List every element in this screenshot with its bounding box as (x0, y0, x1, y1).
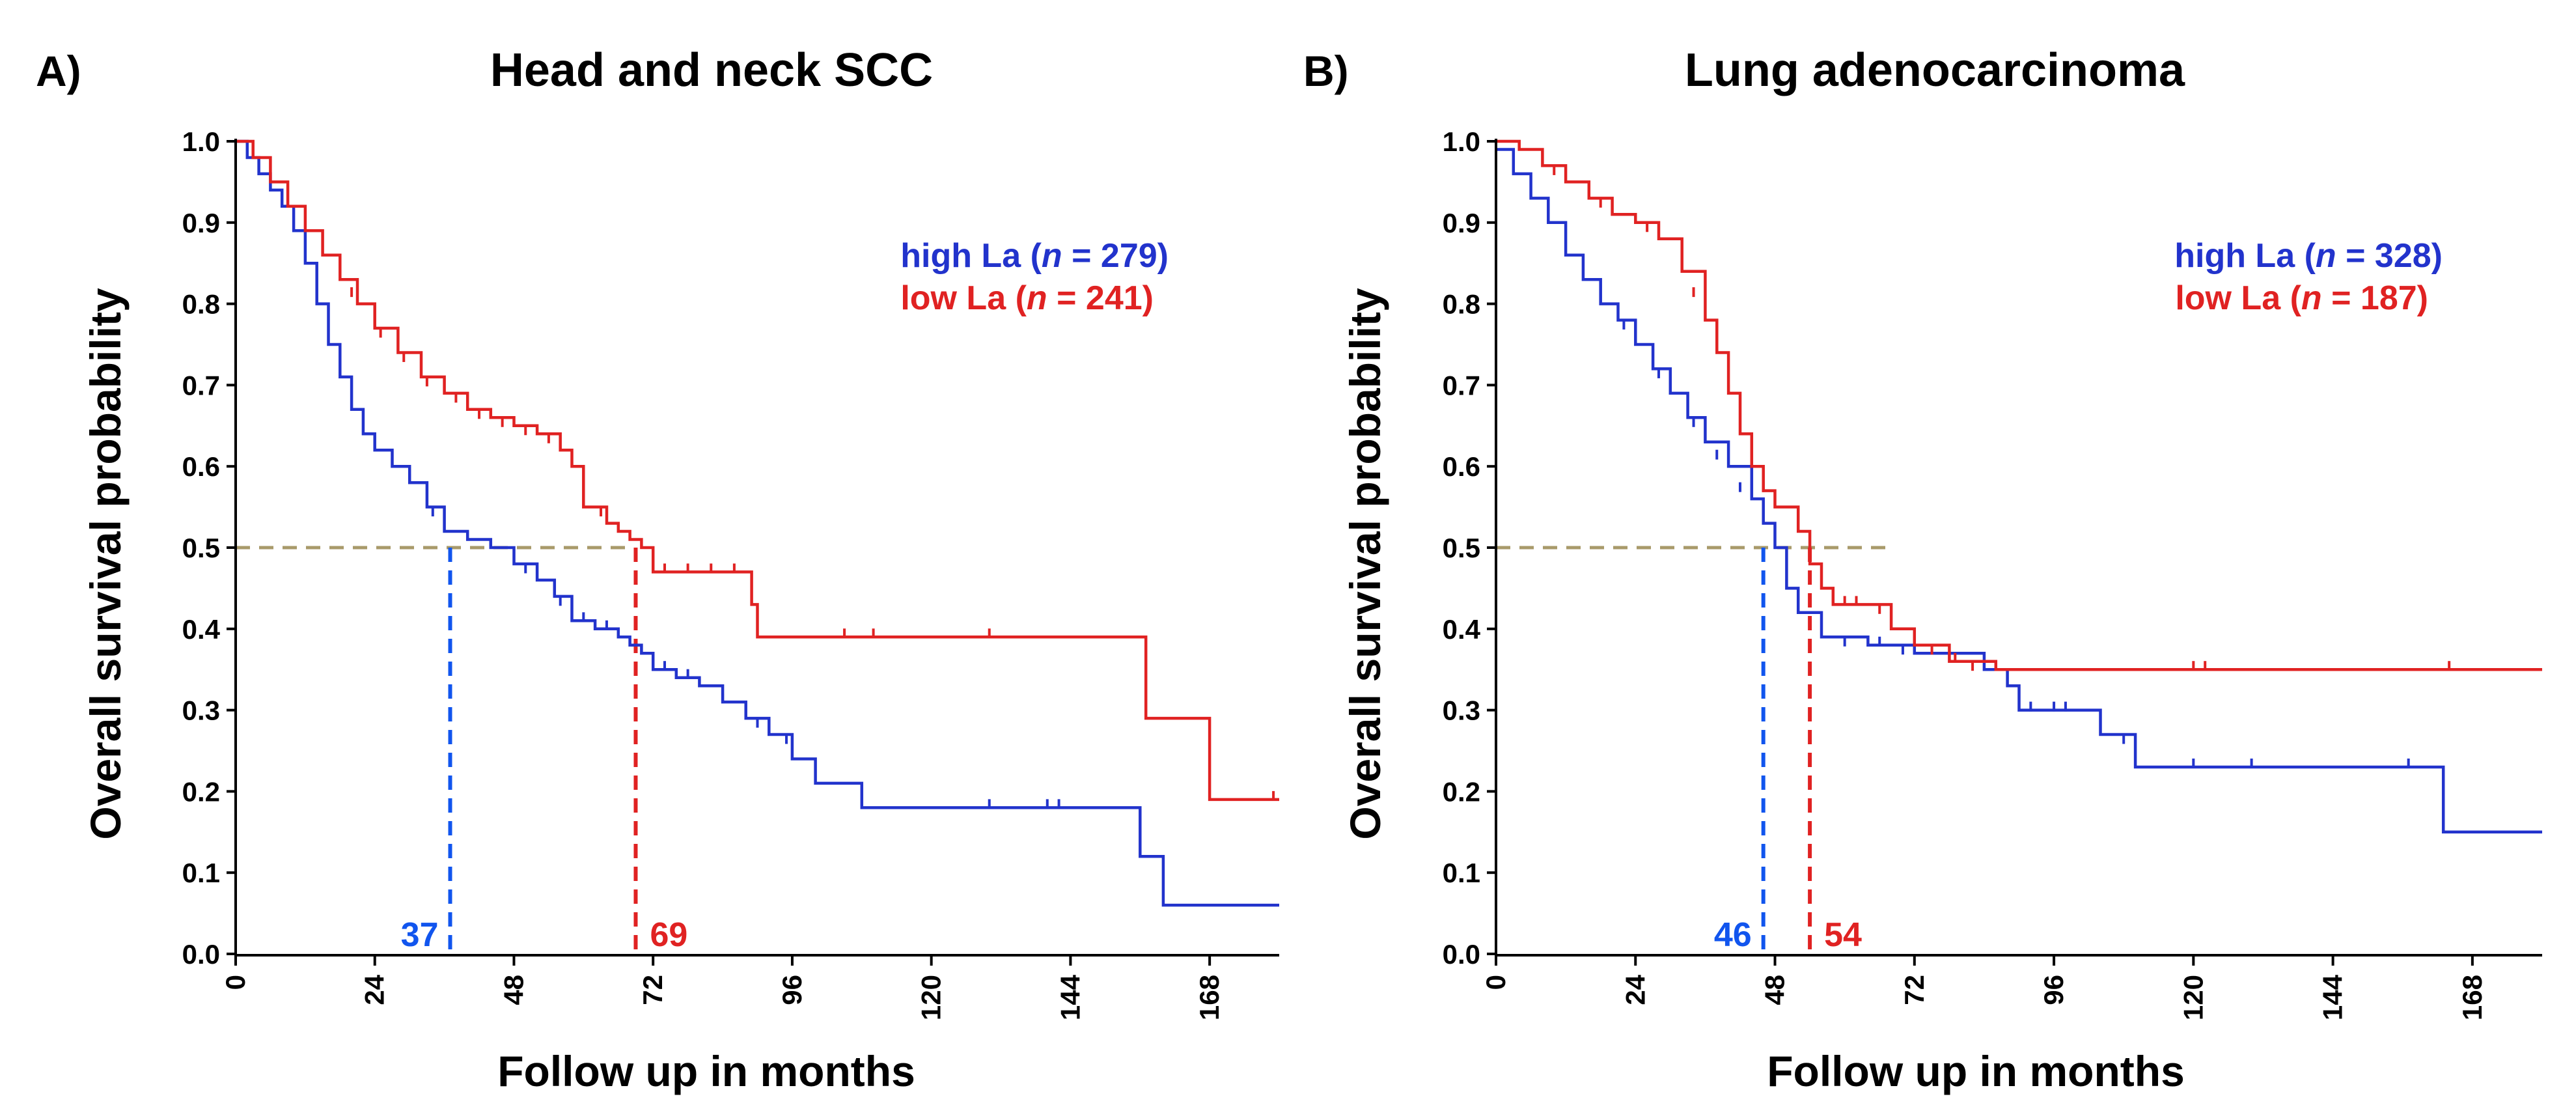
x-tick-label-a: 120 (916, 975, 947, 1020)
panel-lung-adenocarcinoma: B) Lung adenocarcinoma Follow up in mont… (1303, 44, 2542, 1095)
survival-curve-low-b (1496, 139, 2542, 671)
x-tick-label-a: 96 (777, 975, 807, 1005)
x-tick-label-b: 72 (1899, 975, 1930, 1005)
y-tick-label-a: 1.0 (182, 126, 220, 157)
legend-entry-low-b: low La (n = 187) (2175, 279, 2428, 317)
y-tick-label-b: 0.8 (1443, 289, 1480, 320)
y-tick-label-a: 0.3 (182, 695, 220, 726)
axes-group-a: 0.0 0.1 0.2 0.3 0.4 0.5 0.6 0.7 0.8 0.9 1.0 0 24 48 72… (182, 126, 1279, 1020)
median-label-high-b: 46 (1714, 916, 1752, 954)
y-tick-label-b: 0.1 (1443, 858, 1480, 888)
y-tick-label-a: 0.2 (182, 776, 220, 807)
median-label-low-b: 54 (1824, 916, 1862, 954)
x-tick-label-b: 96 (2038, 975, 2069, 1005)
median-label-high-a: 37 (401, 916, 439, 954)
chart-title-a: Head and neck SCC (490, 44, 933, 96)
x-tick-label-b: 168 (2457, 975, 2487, 1020)
x-tick-label-a: 72 (637, 975, 668, 1005)
x-tick-label-a: 48 (498, 975, 529, 1005)
x-tick-label-a: 168 (1194, 975, 1225, 1020)
y-tick-label-a: 0.9 (182, 208, 220, 238)
y-axis-label-a: Overall survival probability (81, 288, 130, 840)
x-tick-label-a: 144 (1055, 974, 1085, 1020)
y-tick-label-a: 0.6 (182, 451, 220, 482)
legend-b: high La (n = 328) low La (n = 187) (2174, 237, 2443, 317)
survival-curves-group-a (236, 139, 1279, 907)
panel-head-and-neck: A) Head and neck SCC Follow up in months… (36, 44, 1279, 1095)
x-axis-label-b: Follow up in months (1767, 1047, 2185, 1095)
median-lines-group-b: 46 54 (1714, 548, 1862, 954)
x-tick-label-b: 144 (2318, 974, 2348, 1020)
y-tick-label-b: 1.0 (1443, 126, 1480, 157)
x-tick-label-a: 24 (359, 974, 390, 1005)
median-label-low-a: 69 (650, 916, 687, 954)
y-tick-label-b: 0.6 (1443, 451, 1480, 482)
chart-title-b: Lung adenocarcinoma (1685, 44, 2185, 96)
panel-label-b: B) (1303, 47, 1349, 95)
y-tick-label-b: 0.4 (1443, 614, 1481, 645)
y-tick-label-b: 0.0 (1443, 939, 1480, 970)
legend-entry-low-a: low La (n = 241) (900, 279, 1154, 317)
x-axis-label-a: Follow up in months (497, 1047, 915, 1095)
y-tick-label-a: 0.4 (182, 614, 221, 645)
median-lines-group-a: 37 69 (401, 548, 687, 954)
y-tick-label-a: 0.5 (182, 533, 220, 563)
x-tick-label-b: 120 (2178, 975, 2208, 1020)
x-tick-label-b: 48 (1760, 975, 1790, 1005)
y-tick-label-b: 0.5 (1443, 533, 1480, 563)
axes-group-b: 0.0 0.1 0.2 0.3 0.4 0.5 0.6 0.7 0.8 0.9 1.0 0 24 48 72… (1443, 126, 2542, 1020)
y-tick-label-b: 0.3 (1443, 695, 1480, 726)
y-tick-label-a: 0.1 (182, 858, 220, 888)
y-tick-label-b: 0.9 (1443, 208, 1480, 238)
survival-curves-group-b (1496, 139, 2542, 834)
x-tick-label-b: 0 (1480, 975, 1511, 990)
x-tick-label-b: 24 (1620, 974, 1650, 1005)
y-tick-label-b: 0.2 (1443, 776, 1480, 807)
legend-entry-high-b: high La (n = 328) (2174, 237, 2443, 275)
survival-curve-high-b (1496, 148, 2542, 834)
y-tick-label-a: 0.7 (182, 370, 220, 400)
legend-a: high La (n = 279) low La (n = 241) (900, 237, 1169, 317)
panel-label-a: A) (36, 47, 81, 95)
y-axis-label-b: Overall survival probability (1341, 288, 1389, 840)
y-tick-label-b: 0.7 (1443, 370, 1480, 400)
y-tick-label-a: 0.0 (182, 939, 220, 970)
x-tick-label-a: 0 (220, 975, 251, 990)
legend-entry-high-a: high La (n = 279) (900, 237, 1169, 275)
y-tick-label-a: 0.8 (182, 289, 220, 320)
